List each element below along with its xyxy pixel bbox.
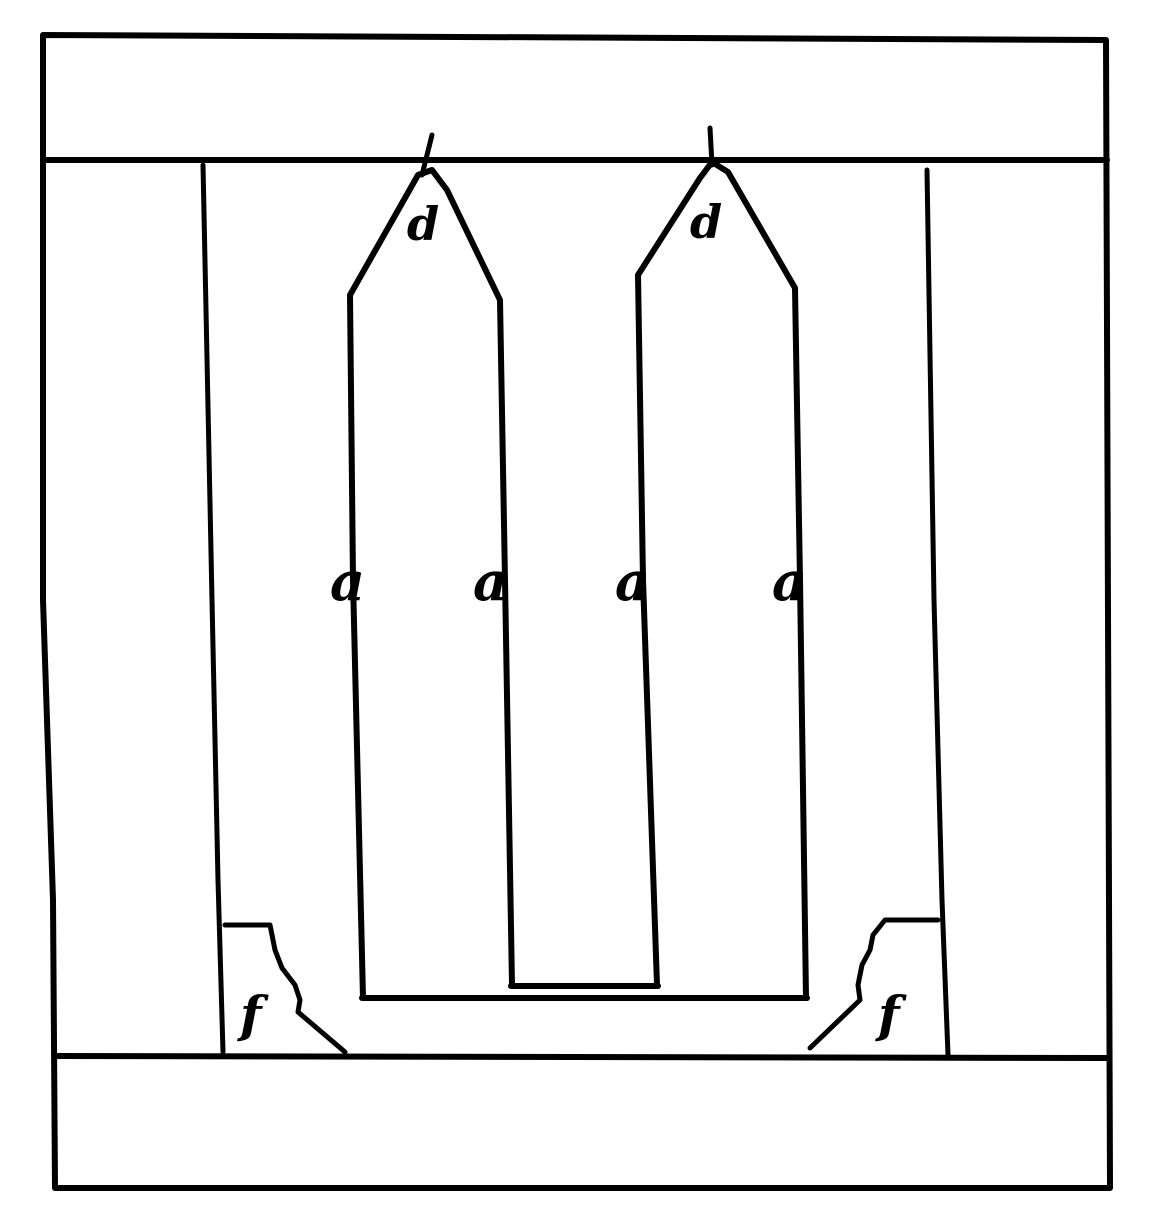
label-bottom-left: f: [237, 985, 269, 1044]
left-rod: [347, 167, 515, 1001]
label-bottom-right: f: [875, 985, 907, 1044]
left-foot-block: [222, 922, 348, 1055]
label-pole-1: a: [330, 549, 365, 613]
label-pole-4: a: [772, 549, 807, 613]
left-rod-hook: [419, 132, 435, 178]
right-foot-block: [807, 917, 941, 1051]
label-pole-2: a: [473, 549, 508, 613]
bottom-beam-edge: [53, 1053, 1111, 1061]
right-rod-hook: [707, 125, 715, 168]
left-post: [200, 162, 226, 1055]
label-top-left: d: [407, 197, 439, 251]
label-top-right: d: [690, 195, 722, 249]
label-pole-3: a: [615, 549, 650, 613]
outer-frame: [40, 32, 1113, 1191]
right-post: [924, 167, 951, 1058]
